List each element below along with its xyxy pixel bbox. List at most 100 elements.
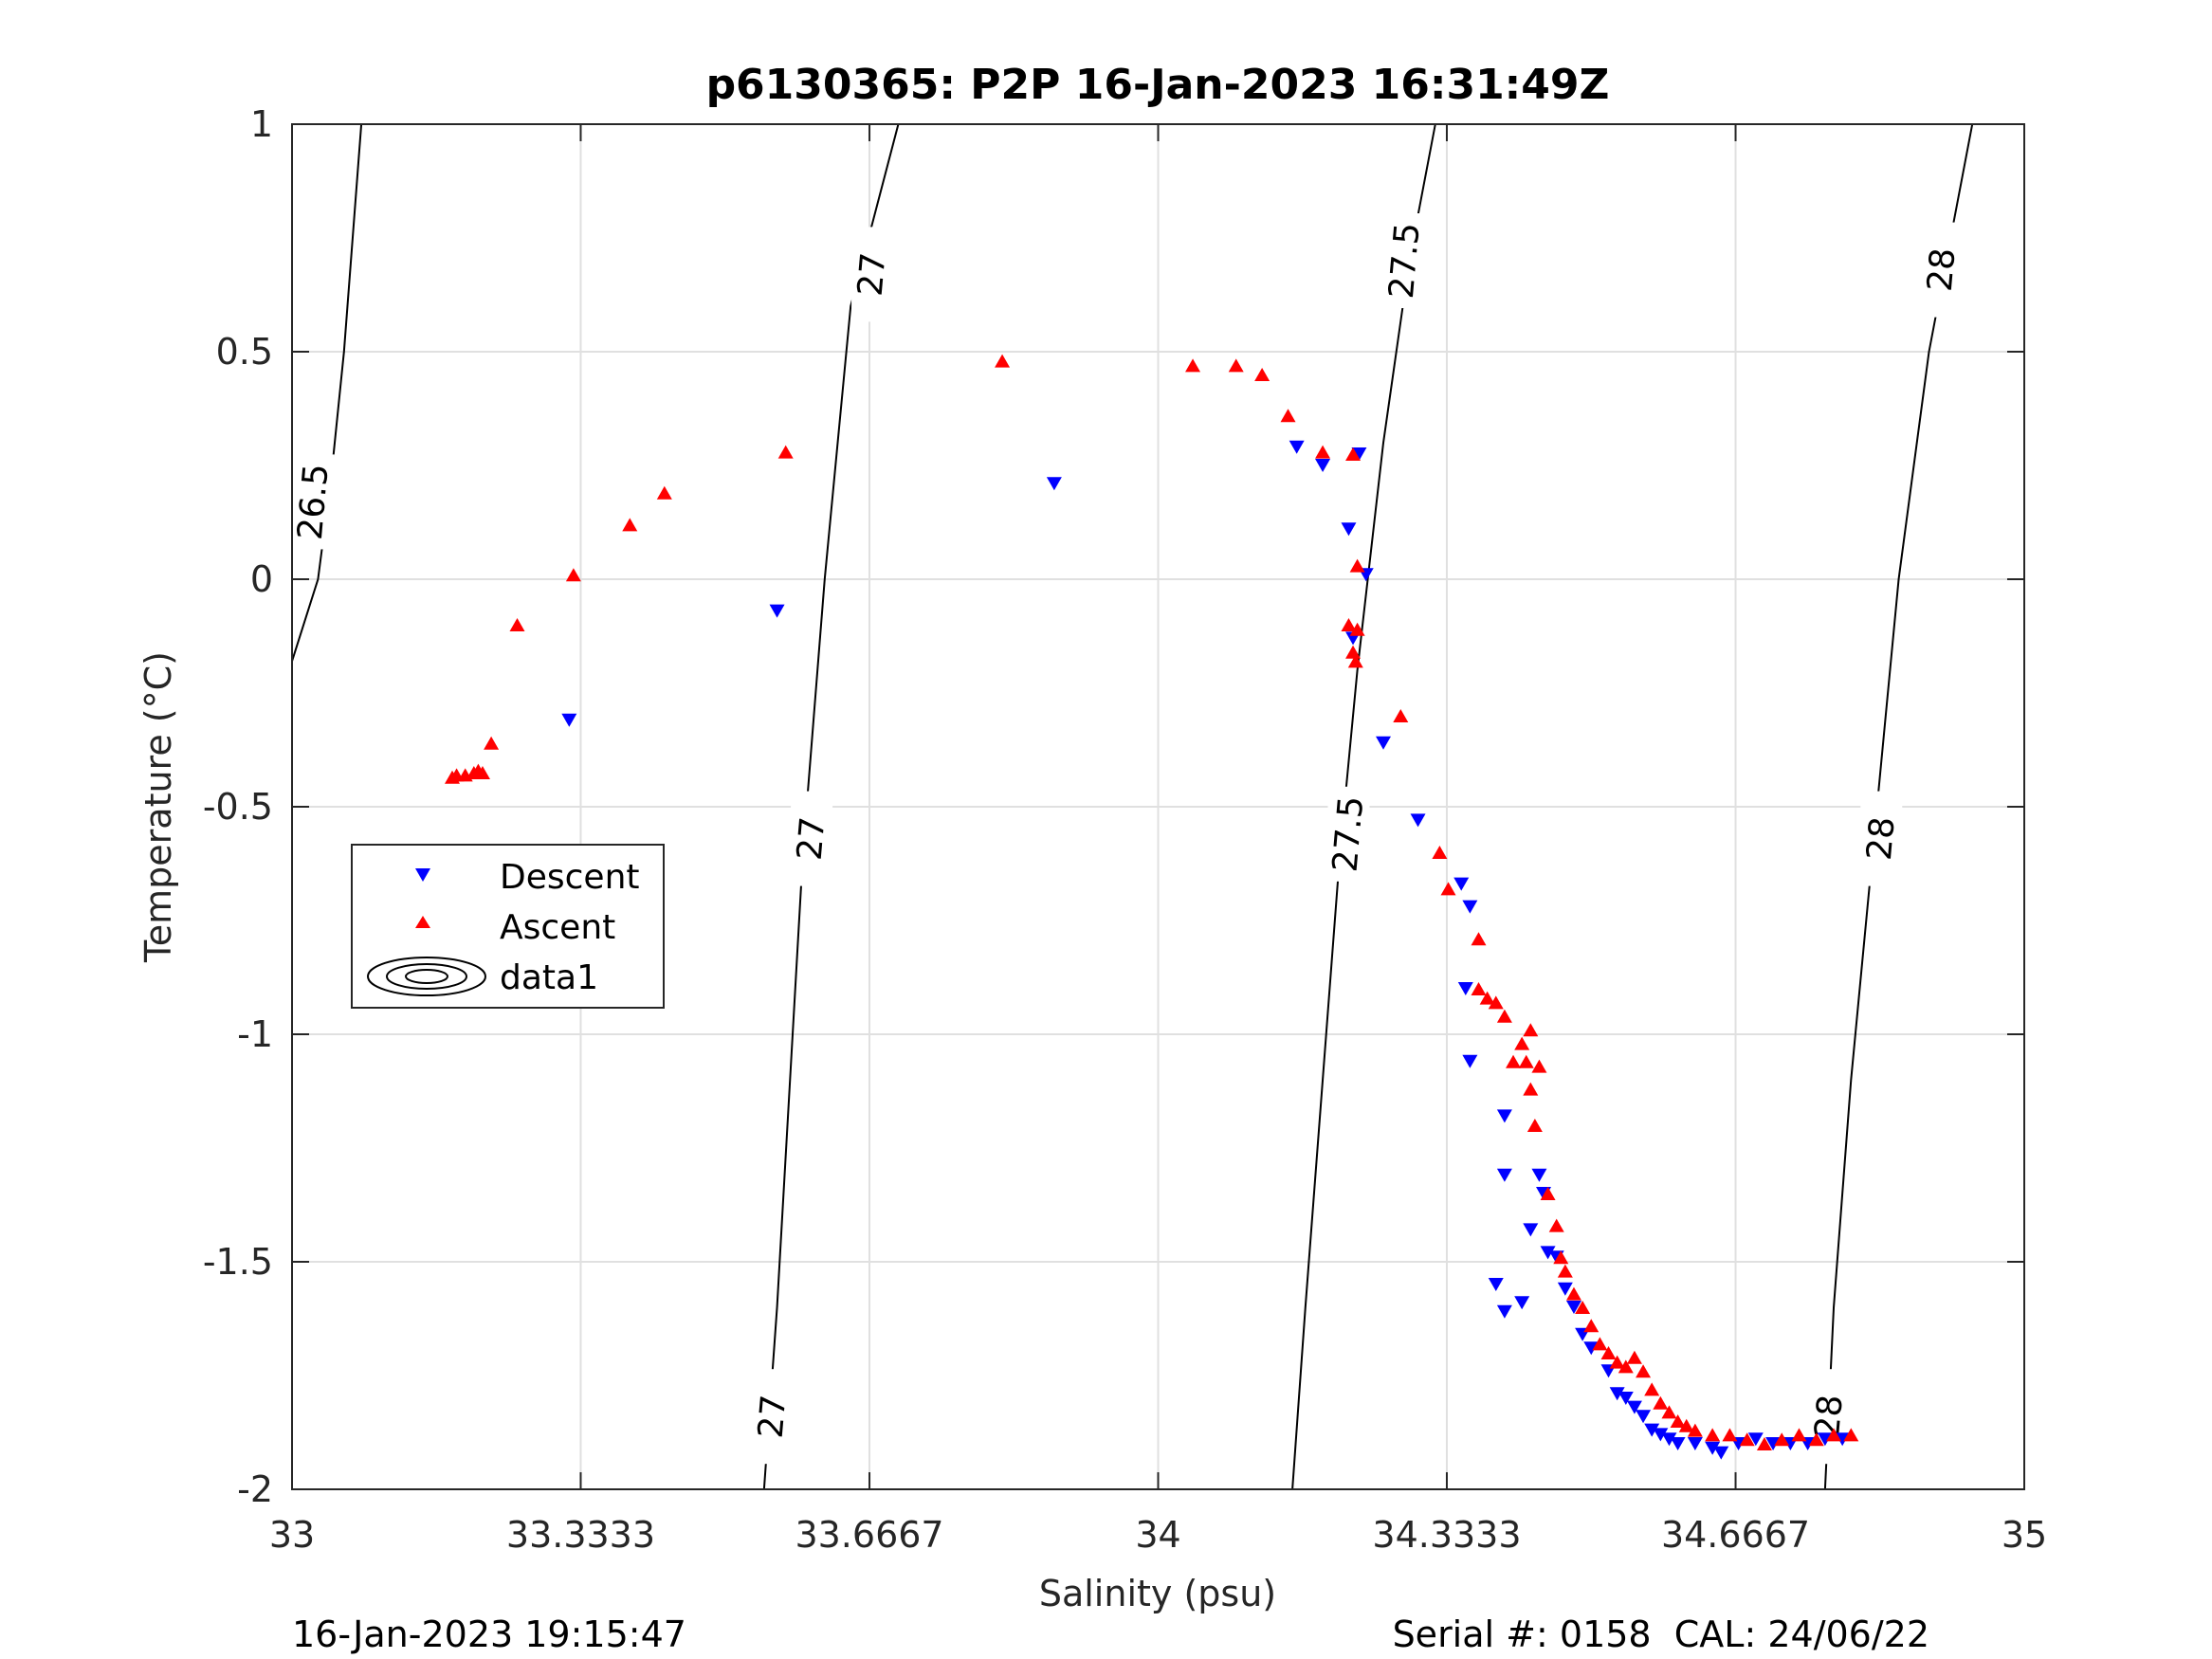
descent-point [1557,1282,1573,1296]
descent-point [1523,1223,1539,1237]
legend-descent-label: Descent [500,858,640,897]
ascent-point [1826,1428,1842,1442]
descent-point [1661,1432,1677,1447]
descent-point [1670,1437,1686,1450]
descent-point [1462,900,1478,914]
ascent-point [1661,1405,1677,1419]
ascent-point [777,445,794,459]
contour-label-bg [1383,213,1426,308]
contour-label-bg [1860,791,1903,886]
ascent-point [1636,1364,1652,1378]
ascent-point [1739,1432,1755,1447]
contour-label: 27 [851,251,894,298]
legend-data1-label: data1 [500,958,598,997]
descent-point [1496,1304,1512,1319]
y-tick-label: -1 [237,1013,273,1055]
ascent-point [622,518,638,532]
ascent-point [1791,1428,1807,1442]
ascent-point [1565,1286,1581,1301]
descent-point [1636,1410,1652,1424]
legend-box [351,844,665,1009]
chart-title: p6130365: P2P 16-Jan-2023 16:31:49Z [706,61,1610,109]
x-tick-label: 33 [269,1514,315,1556]
contour-label: 27 [752,1394,795,1440]
ascent-point [1518,1054,1534,1068]
y-tick-label: 1 [250,103,273,145]
contour-label-bg [292,454,335,550]
density-contours: 26.5 27 27 27 27.5 27.5 28 28 28 [291,123,1974,1490]
y-tick-label: 0 [250,558,273,600]
y-tick-label: -2 [237,1468,273,1510]
contour-label-bg [751,1369,794,1465]
ascent-point [1540,1187,1556,1200]
descent-point [1453,877,1470,891]
y-axis-label: Temperature (°C) [137,651,179,963]
ascent-point [1808,1432,1824,1447]
ascent-point [1609,1355,1625,1369]
legend-ascent-label: Ascent [500,908,615,947]
ascent-point [1471,932,1487,946]
descent-point [1496,1109,1512,1123]
ascent-point [1523,1023,1539,1037]
x-tick-label: 33.3333 [506,1514,655,1556]
footer-timestamp: 16-Jan-2023 19:15:47 [292,1613,686,1655]
descent-point [1351,447,1367,461]
x-tick-label: 35 [2002,1514,2047,1556]
contour-label: 27 [791,815,833,862]
x-tick-label: 34.3333 [1372,1514,1521,1556]
descent-point [1653,1428,1669,1442]
contour-label-bg [1921,222,1964,318]
descent-point [1618,1392,1634,1405]
ascent-point [1506,1054,1522,1068]
ascent-point [1341,618,1357,631]
ascent-point [1349,622,1365,636]
ascent-point [1687,1423,1703,1437]
ascent-point [1254,368,1271,381]
ascent-point [1228,358,1244,373]
ascent-point [1592,1337,1608,1351]
ascent-point [1548,1218,1564,1232]
ascent-point [656,485,672,500]
ascent-point [1479,991,1495,1005]
descent-point [1514,1296,1530,1310]
grid [292,124,2024,1489]
ascent-point [1496,1009,1512,1023]
legend-contour-icon [367,957,486,996]
descent-point [1531,1168,1547,1182]
descent-point [1713,1446,1729,1460]
ascent-point [1583,1319,1600,1333]
y-tick-label: -1.5 [203,1241,273,1283]
descent-point [1765,1437,1782,1450]
descent-point [1496,1168,1512,1182]
descent-point [1457,982,1473,995]
y-tick-label: 0.5 [216,331,273,373]
x-tick-label: 34 [1135,1514,1180,1556]
contour-label-bg [851,227,894,322]
descent-point [1488,1278,1504,1291]
descent-point [769,604,785,618]
descent-point [1747,1432,1764,1447]
contour-label: 28 [1860,815,1903,862]
descent-point [1462,1054,1478,1068]
ascent-point [1531,1059,1547,1073]
legend-ascent-marker [415,916,430,928]
ascent-point [1345,447,1362,461]
contour-label: 28 [1921,246,1964,293]
ascent-point [1678,1418,1694,1432]
ascent-point [509,618,525,631]
y-tick-label: -0.5 [203,786,273,828]
ascent-point [1349,558,1365,573]
descent-point [1687,1437,1703,1450]
ascent-point [1432,846,1448,859]
ascent-point [995,354,1011,368]
descent-point [1046,477,1062,491]
descent-point [1376,736,1392,750]
legend-descent-marker [415,868,430,882]
ascent-point [474,766,490,779]
descent-point [1289,440,1305,454]
descent-point [1817,1432,1833,1447]
contour-label-bg [791,791,833,886]
ascent-point [1705,1428,1721,1442]
ascent-point [1440,882,1456,896]
axis-ticks: 33 33.3333 33.6667 34 34.3333 34.6667 35 -2 -1.5… [203,103,2047,1556]
